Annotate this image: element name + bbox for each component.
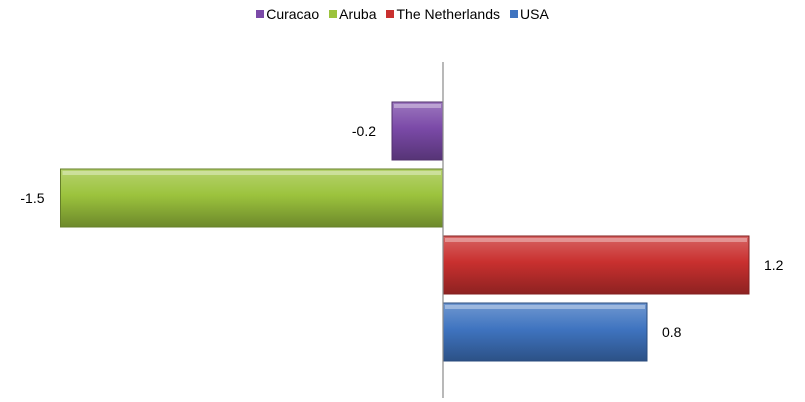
legend-item-curacao: Curacao <box>256 6 319 22</box>
bar-highlight-the-netherlands <box>445 238 747 242</box>
legend: Curacao Aruba The Netherlands USA <box>0 6 805 22</box>
legend-swatch <box>256 10 265 18</box>
data-labels-group: -0.2 -1.5 1.2 0.8 <box>20 123 783 340</box>
legend-swatch <box>386 10 395 18</box>
legend-label: USA <box>520 6 549 22</box>
bar-curacao <box>391 101 444 161</box>
bar-highlight-aruba <box>62 171 441 175</box>
legend-swatch <box>510 10 518 18</box>
bar-highlight-usa <box>445 305 645 309</box>
legend-label: Aruba <box>339 6 377 22</box>
bar-aruba <box>60 168 444 228</box>
data-label-usa: 0.8 <box>662 324 682 340</box>
bar-usa <box>442 302 648 362</box>
data-label-the-netherlands: 1.2 <box>764 257 784 273</box>
legend-label: The Netherlands <box>396 6 500 22</box>
legend-item-usa: USA <box>510 6 549 22</box>
bar-highlight-curacao <box>394 104 441 108</box>
legend-item-the-netherlands: The Netherlands <box>386 6 500 22</box>
data-label-curacao: -0.2 <box>352 123 376 139</box>
data-label-aruba: -1.5 <box>20 190 44 206</box>
legend-item-aruba: Aruba <box>329 6 376 22</box>
legend-swatch <box>329 10 338 18</box>
bar-the-netherlands <box>442 235 750 295</box>
bars-group <box>60 101 750 362</box>
legend-label: Curacao <box>266 6 320 22</box>
